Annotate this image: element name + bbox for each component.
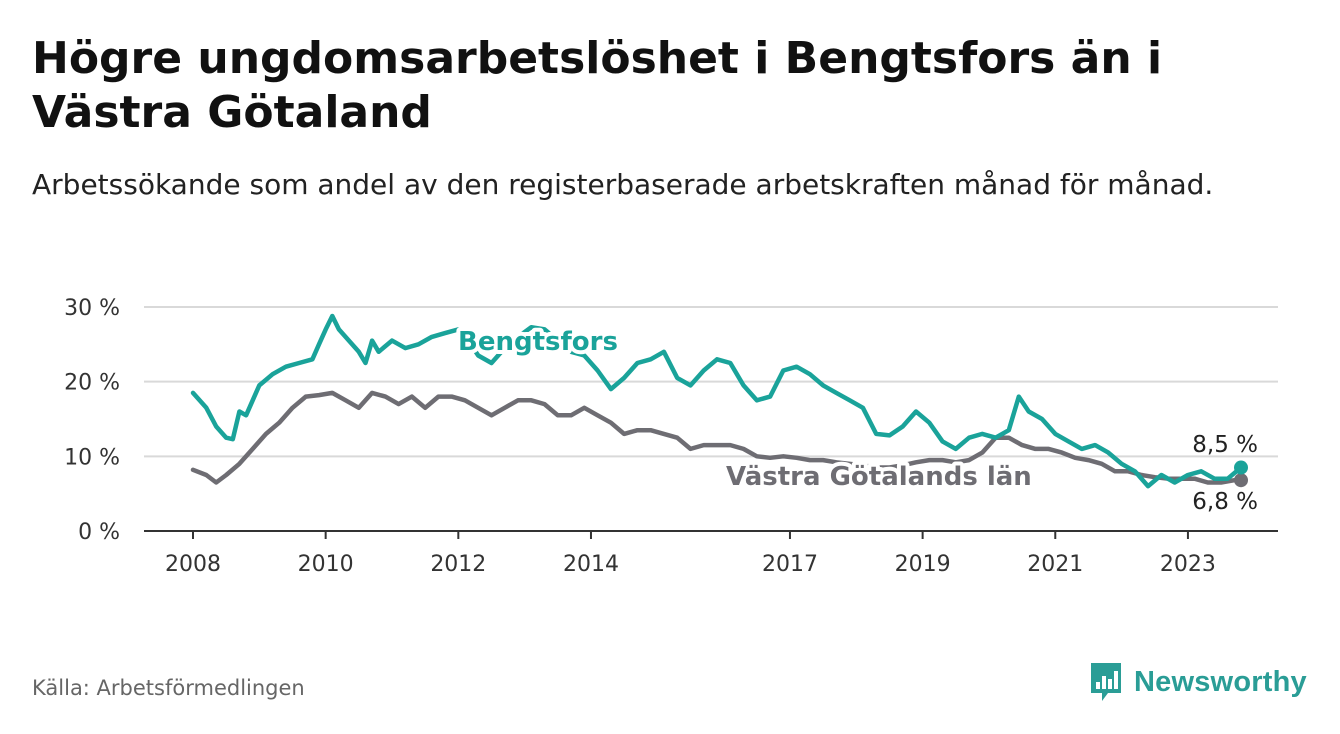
x-tick-label: 2023 (1160, 552, 1216, 577)
source-note: Källa: Arbetsförmedlingen (32, 676, 305, 700)
x-tick-label: 2008 (165, 552, 221, 577)
newsworthy-logo-icon (1091, 663, 1121, 701)
x-tick-label: 2010 (298, 552, 354, 577)
chart-title: Högre ungdomsarbetslöshet i Bengtsfors ä… (32, 33, 1163, 138)
series-line-bengtsfors (190, 313, 1244, 489)
x-tick-label: 2019 (895, 552, 951, 577)
end-point-vastra-gotaland (1234, 473, 1248, 488)
series-label-bengtsfors-halo: Bengtsfors (458, 327, 618, 357)
x-tick-label: 2017 (762, 552, 818, 577)
brand-name: Newsworthy (1134, 665, 1307, 698)
end-label-vastra-gotaland: 6,8 % (1192, 489, 1258, 515)
x-tick-label: 2021 (1027, 552, 1083, 577)
y-tick-label: 10 % (64, 445, 120, 470)
end-label-bengtsfors: 8,5 % (1192, 432, 1258, 458)
series-line-vastra-gotaland (190, 390, 1244, 485)
end-point-bengtsfors (1234, 460, 1248, 475)
brand-logo: Newsworthy (1088, 660, 1307, 704)
x-tick-label: 2014 (563, 552, 619, 577)
series-label-bengtsfors: Bengtsfors (458, 327, 618, 357)
y-tick-label: 30 % (64, 296, 120, 321)
chart-subtitle: Arbetssökande som andel av den registerb… (32, 168, 1214, 201)
y-tick-label: 0 % (78, 520, 120, 545)
x-tick-label: 2012 (430, 552, 486, 577)
series-label-vastra-gotaland-halo: Västra Götalands län (726, 462, 1032, 492)
series-label-vastra-gotaland: Västra Götalands län (726, 462, 1032, 492)
y-tick-label: 20 % (64, 371, 120, 396)
line-chart: 0 % 10 % 20 % 30 % 2008 2010 2012 2014 2017 2019 2… (64, 296, 1278, 577)
